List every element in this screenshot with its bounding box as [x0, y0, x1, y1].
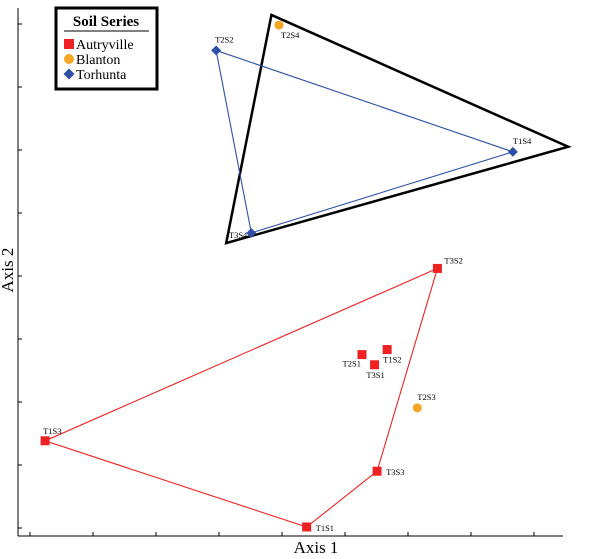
- autryville-point: [370, 360, 380, 370]
- hulls: [43, 13, 572, 528]
- torhunta-point: [246, 227, 257, 238]
- blanton-point: [274, 20, 284, 30]
- legend-entry-blanton: Blanton: [76, 53, 120, 68]
- point-label: T3S4: [229, 230, 248, 240]
- torhunta-point: [507, 146, 518, 157]
- point-label: T2S4: [281, 30, 300, 40]
- legend-marker-torhunta: [63, 68, 75, 80]
- autryville-point: [372, 466, 382, 476]
- data-points: T3S2 T1S3 T1S1 T3S3 T2S1 T3S1 T1S2 T2S4 T2S3 T2S2…: [40, 20, 532, 533]
- point-label: T1S1: [316, 523, 334, 533]
- autryville-point: [40, 436, 50, 446]
- point-label: T2S2: [215, 34, 233, 44]
- axes: [17, 8, 563, 537]
- point-label: T1S4: [513, 136, 532, 146]
- point-label: T3S2: [444, 255, 462, 265]
- legend-title: Soil Series: [73, 14, 139, 30]
- legend-entry-torhunta: Torhunta: [76, 68, 127, 83]
- outline-triangle: [224, 13, 572, 245]
- x-axis-label: Axis 1: [294, 538, 339, 557]
- point-label: T2S1: [343, 359, 361, 369]
- legend-entry-autryville: Autryville: [76, 38, 134, 53]
- autryville-point: [382, 345, 392, 355]
- torhunta-point: [211, 45, 222, 56]
- autryville-point: [357, 350, 367, 360]
- torhunta-hull: [215, 49, 515, 234]
- legend-marker-blanton: [64, 54, 74, 64]
- autryville-point: [302, 522, 312, 532]
- blanton-point: [412, 403, 422, 413]
- point-label: T3S1: [366, 370, 384, 380]
- autryville-point: [432, 263, 442, 273]
- autryville-hull: [43, 267, 439, 528]
- y-axis-label: Axis 2: [0, 248, 17, 293]
- point-label: T2S3: [417, 392, 435, 402]
- point-label: T3S3: [386, 467, 404, 477]
- point-label: T1S3: [43, 426, 61, 436]
- point-label: T1S2: [383, 355, 401, 365]
- legend-marker-autryville: [64, 39, 74, 49]
